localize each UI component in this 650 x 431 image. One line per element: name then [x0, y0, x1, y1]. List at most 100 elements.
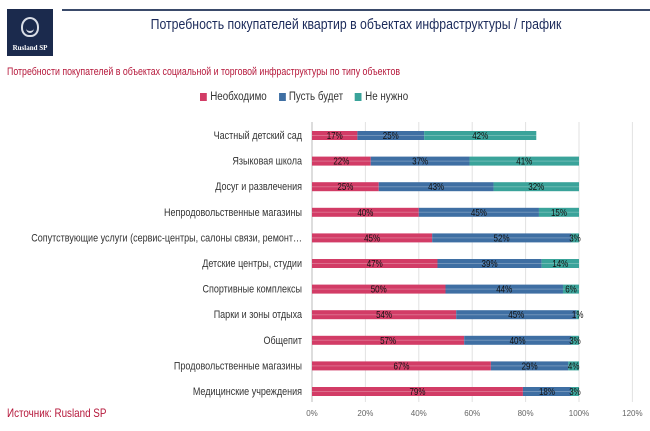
legend-swatch [278, 93, 286, 101]
bar-segment [312, 233, 433, 243]
data-label: 25% [383, 130, 399, 141]
bar-segment [312, 156, 371, 166]
data-label: 25% [337, 181, 353, 192]
source-note: Источник: Rusland SP [7, 406, 107, 420]
legend-swatch [354, 93, 362, 101]
x-tick-label: 40% [411, 409, 427, 418]
bar-segment [464, 335, 571, 345]
category-label: Сопутствующие услуги (сервис-центры, сал… [31, 233, 302, 245]
bar-segment [312, 310, 457, 320]
data-label: 42% [472, 130, 488, 141]
data-label: 29% [522, 361, 538, 372]
data-label: 45% [471, 207, 487, 218]
bar-segment [562, 284, 579, 294]
bar-segment [568, 361, 579, 371]
bar-segment [570, 233, 579, 243]
data-label: 43% [428, 181, 444, 192]
data-label: 6% [565, 284, 577, 295]
bar-segment [469, 156, 579, 166]
data-label: 3% [569, 335, 581, 346]
category-label: Спортивные комплексы [202, 284, 302, 296]
bar-segment [576, 310, 579, 320]
data-label: 45% [364, 233, 380, 244]
data-label: 47% [367, 258, 383, 269]
bar-segment [538, 207, 579, 217]
data-label: 40% [510, 335, 526, 346]
header-divider [62, 9, 650, 11]
bar-segment [378, 182, 494, 192]
category-label: Продовольственные магазины [174, 361, 302, 373]
category-label: Парки и зоны отдыха [214, 309, 303, 321]
data-label: 15% [551, 207, 567, 218]
data-label: 41% [516, 156, 532, 167]
legend-item-maybe: Пусть будет [278, 91, 344, 103]
x-tick-label: 0% [306, 409, 318, 418]
lion-emblem-icon [21, 17, 39, 37]
bar-segment [418, 207, 539, 217]
category-label: Досуг и развлечения [215, 181, 302, 193]
category-label: Языковая школа [232, 156, 302, 168]
data-label: 4% [568, 361, 580, 372]
bar-segment [312, 387, 523, 396]
bar-segment [437, 259, 542, 268]
data-label: 44% [496, 284, 512, 295]
legend-label: Необходимо [210, 91, 267, 103]
bar-segment [312, 259, 438, 268]
bar-segment [312, 284, 446, 294]
data-label: 79% [409, 386, 425, 397]
data-label: 3% [569, 386, 581, 397]
data-label: 45% [508, 309, 524, 320]
bar-segment [456, 310, 577, 320]
bar-segment [493, 182, 579, 192]
bar-segment [570, 387, 579, 396]
logo-text: Rusland SP [12, 44, 48, 52]
legend-item-necessary: Необходимо [200, 91, 267, 103]
data-label: 54% [376, 309, 392, 320]
bar-segment [522, 387, 571, 396]
bar-segment [445, 284, 563, 294]
data-label: 3% [569, 233, 581, 244]
data-label: 57% [380, 335, 396, 346]
bar-segment [370, 156, 470, 166]
bar-segment [424, 131, 537, 140]
category-label: Общепит [263, 334, 302, 347]
bar-segment [357, 131, 425, 140]
x-tick-label: 20% [357, 409, 373, 418]
x-tick-label: 80% [518, 409, 534, 418]
bar-segment [312, 361, 491, 371]
category-label: Детские центры, студии [202, 258, 302, 270]
legend-swatch [200, 93, 207, 101]
data-label: 17% [327, 130, 343, 141]
data-label: 37% [412, 156, 428, 167]
legend-label: Не нужно [365, 91, 409, 103]
data-label: 50% [371, 284, 387, 295]
data-label: 39% [482, 258, 498, 269]
data-label: 32% [528, 181, 544, 192]
data-label: 22% [333, 156, 349, 167]
data-label: 1% [572, 309, 584, 320]
bar-segment [312, 182, 379, 192]
bar-segment [541, 259, 579, 268]
x-tick-label: 100% [569, 409, 589, 418]
x-tick-label: 120% [622, 409, 642, 418]
page-title: Потребность покупателей квартир в объект… [150, 16, 562, 33]
data-label: 40% [357, 207, 373, 218]
category-label: Непродовольственные магазины [164, 207, 302, 219]
legend-item-not-needed: Не нужно [354, 91, 409, 103]
chart-title: Потребности покупателей в объектах социа… [7, 66, 401, 78]
category-label: Частный детский сад [214, 130, 303, 142]
legend-label: Пусть будет [288, 91, 344, 103]
data-label: 18% [539, 386, 555, 397]
category-label: Медицинские учреждения [193, 386, 302, 398]
data-label: 14% [552, 258, 568, 269]
bar-segment [312, 131, 358, 140]
bar-segment [570, 335, 579, 345]
bar-segment [312, 335, 465, 345]
bar-segment [490, 361, 569, 371]
bar-segment [432, 233, 571, 243]
company-logo: Rusland SP [7, 9, 53, 56]
chart-legend: Необходимо Пусть будет Не нужно [200, 91, 408, 103]
bar-segment [312, 207, 419, 217]
data-label: 67% [393, 361, 409, 372]
